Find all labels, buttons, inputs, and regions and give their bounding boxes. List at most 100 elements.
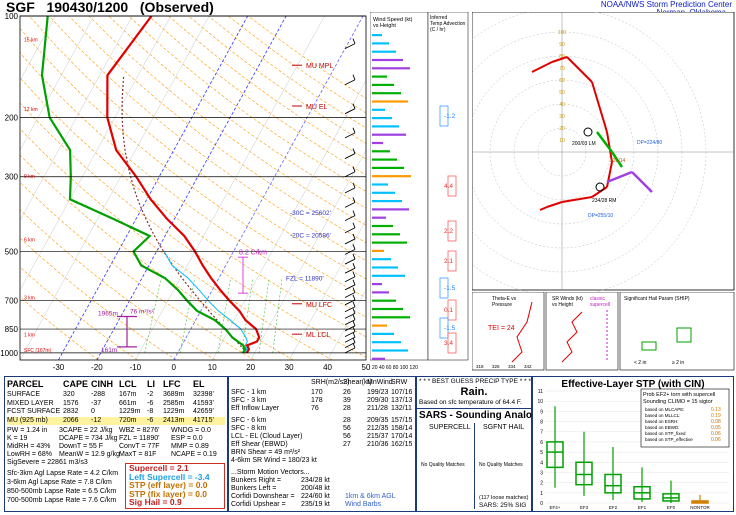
- pressure-label: 500: [5, 247, 19, 256]
- thermo-cell: -37: [91, 399, 102, 407]
- annotation-bottom: 161m: [101, 347, 117, 354]
- wind-speed-bar: [372, 299, 396, 302]
- temp-tick-label: -30: [53, 363, 65, 372]
- hodo-label-dp2: DP=255/10: [588, 213, 613, 219]
- kinematic-cell: 56: [343, 425, 351, 432]
- wind-barb-flag: [352, 253, 356, 260]
- stp-category: EF3: [580, 505, 589, 510]
- pressure-label: 100: [5, 12, 19, 21]
- thermo-cell: -2: [147, 391, 154, 398]
- precip-note: Based on sfc temperature of 64.4 F.: [419, 399, 522, 406]
- hodograph: 10 20 30 40 50 60 70 80 90 100 200/03 LM 220/14 234/…: [472, 12, 735, 292]
- isotherm: [288, 219, 366, 360]
- temp-tick-label: -20: [91, 363, 103, 372]
- thermo-cell: 0: [91, 408, 95, 415]
- temp-tick-label: 30: [285, 363, 294, 372]
- annotation-lapse: 8.2 C/km: [239, 249, 267, 256]
- kinematic-cell: Eff Inflow Layer: [231, 405, 280, 412]
- wind-barb: [344, 299, 356, 306]
- wind-barb: [344, 248, 356, 255]
- dry-adiabat: [20, 237, 177, 360]
- datetime-label: 190430/1200: [46, 0, 129, 15]
- hodo-tick: 40: [559, 102, 565, 108]
- composite-index: Supercell = 2.1: [129, 463, 189, 473]
- hodo-tick: 100: [558, 30, 567, 36]
- isotherm: [173, 16, 364, 360]
- isotherm: [20, 16, 171, 291]
- wind-barb: [344, 153, 356, 159]
- stp-prob: Prob EF2+ torn with supercell: [643, 392, 715, 398]
- srw-legend-2: supercell: [590, 302, 610, 308]
- stp-cond-label: based on MLLCL:: [645, 413, 681, 418]
- composite-index: Left Supercell = -3.4: [129, 471, 210, 482]
- wind-barb-flag: [352, 326, 356, 332]
- temp-tick-label: 20: [246, 363, 255, 372]
- thermo-index: MaxT = 81F: [119, 451, 157, 458]
- wind-barb: [344, 276, 356, 283]
- wind-advection-panels: Wind Speed (kt) vs Height Inferred Temp Ad…: [370, 12, 469, 371]
- stp-box: [546, 441, 564, 469]
- station-label: SGF: [6, 0, 35, 15]
- annotation-fzl: FZL = 11890': [286, 276, 324, 283]
- wind-barb: [344, 319, 356, 326]
- ship-axis-left: < 2 in: [634, 360, 647, 366]
- thermo-cell: MIXED LAYER: [7, 399, 54, 407]
- theta-title: Theta-E vs: [492, 296, 517, 302]
- wind-speed-bar: [372, 67, 410, 70]
- kinematic-cell: 209/35: [367, 417, 389, 424]
- dry-adiabat: [168, 16, 366, 160]
- center-label: NOAA/NWS Storm Prediction Center: [600, 0, 732, 9]
- adv-value: 3.4: [444, 340, 453, 347]
- isotherm: [250, 149, 366, 360]
- skewt-diagram: 100 200 300 500 700 850 1000 -30 -20 -10 0 10 20 30 40…: [0, 12, 371, 372]
- sars-foot1: (117 loose matches): [479, 495, 529, 501]
- wind-speed-bar: [372, 224, 393, 228]
- stp-cond-value: 0.06: [711, 431, 721, 437]
- theta-box: [472, 292, 545, 371]
- kinematic-cell: 132/11: [391, 405, 412, 412]
- thermo-cell: MU (925 mb): [7, 416, 48, 424]
- kinematic-cell: 199/23: [367, 389, 389, 396]
- wind-speed-bar: [372, 283, 382, 286]
- sars-nomatch-left: No Quality Matches: [421, 462, 465, 468]
- wind-speed-bar: [372, 233, 400, 236]
- mixing-ratio-line: [258, 278, 270, 353]
- wind-barb-flag: [352, 166, 356, 172]
- wind-speed-bar: [372, 316, 410, 319]
- thermo-cell: -288: [91, 391, 106, 398]
- thermo-index: K = 19: [7, 435, 28, 442]
- precip-title: * * * BEST GUESS PRECIP TYPE * * *: [419, 378, 531, 385]
- motion-value: 234/28 kt: [301, 477, 330, 484]
- thermo-row: MIXED LAYER 1576 -37 661m -6 2585m 41593': [7, 400, 225, 408]
- srw-box: [545, 292, 619, 371]
- temp-tick-label: 10: [208, 363, 217, 372]
- kinematic-cell: 178: [311, 397, 323, 404]
- hodo-trace-low: [596, 131, 613, 153]
- kinematic-box: SRH(m2/s2) Shear(kt) MnWind SRW SFC - 1 km 17…: [228, 376, 416, 512]
- stp-climo: Sounding CLIMO = 15 sigtor: [643, 399, 713, 405]
- dry-adiabat: [20, 181, 255, 360]
- wind-speed-bar: [372, 141, 383, 145]
- hodo-trace: [561, 196, 593, 203]
- stp-category: EF2: [609, 505, 618, 510]
- hodo-tick: 90: [559, 42, 565, 48]
- stp-cond-label: based on STP_effective: [645, 437, 693, 442]
- ship-title: Significant Hail Param (SHIP): [624, 296, 690, 302]
- isotherm: [20, 16, 56, 81]
- wetbulb-trace: [163, 251, 248, 354]
- hodo-trace-low: [610, 151, 624, 168]
- temp-tick-label: -10: [130, 363, 142, 372]
- adv-box: [447, 299, 457, 321]
- hodo-label-rm: 234/28 RM: [592, 198, 616, 204]
- dry-adiabat: [20, 128, 333, 360]
- wind-barb: [344, 187, 356, 194]
- hodo-label-dp1: DP=224/80: [637, 140, 662, 146]
- wind-barb-flag: [352, 301, 356, 307]
- stp-box: [604, 473, 622, 494]
- wind-barb: [344, 238, 356, 245]
- wind-barb-flag: [352, 127, 356, 134]
- wind-speed-bar: [372, 34, 382, 37]
- hodo-tick: 50: [559, 90, 565, 96]
- thermo-index: WBZ = 8276': [119, 427, 160, 434]
- hodo-trace: [591, 81, 608, 133]
